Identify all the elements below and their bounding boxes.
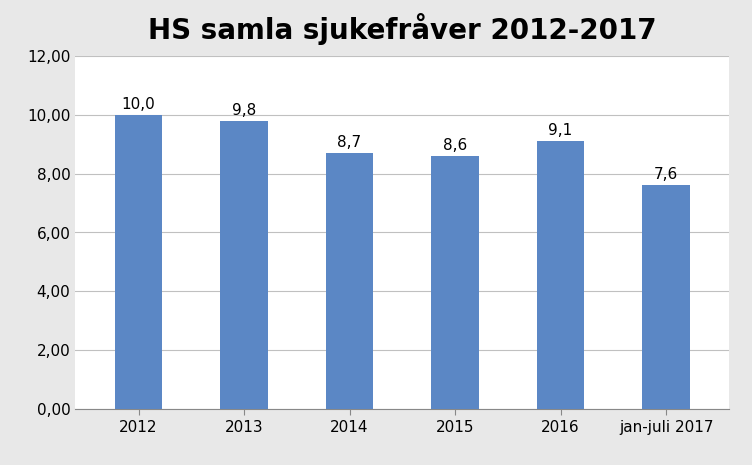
Bar — [326, 153, 373, 409]
Bar — [115, 115, 162, 409]
Text: 8,6: 8,6 — [443, 138, 467, 153]
Bar — [220, 120, 268, 409]
Bar — [432, 156, 479, 409]
Bar — [642, 186, 690, 409]
Text: 10,0: 10,0 — [122, 97, 156, 112]
Title: HS samla sjukefråver 2012-2017: HS samla sjukefråver 2012-2017 — [148, 13, 656, 45]
Text: 8,7: 8,7 — [338, 135, 362, 150]
Text: 7,6: 7,6 — [654, 167, 678, 182]
Text: 9,1: 9,1 — [548, 123, 573, 138]
Text: 9,8: 9,8 — [232, 103, 256, 118]
Bar — [537, 141, 584, 409]
